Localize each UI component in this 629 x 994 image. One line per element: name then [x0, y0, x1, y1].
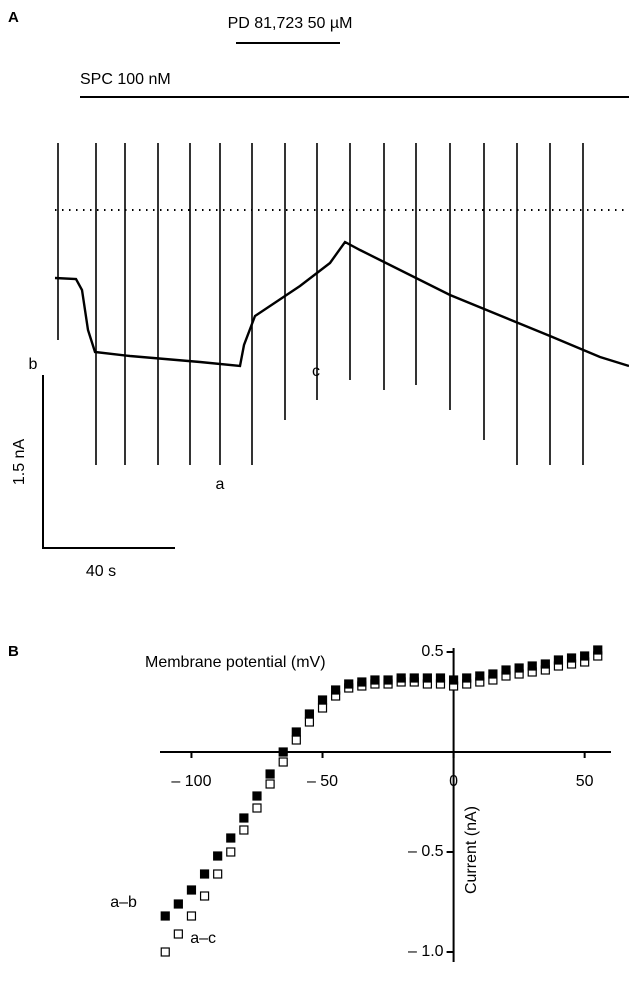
- data-point: [448, 675, 459, 685]
- data-point: [514, 663, 524, 673]
- data-point: [501, 665, 511, 675]
- data-point: [213, 869, 223, 879]
- data-point: [226, 847, 236, 857]
- trace-label: a: [216, 476, 225, 493]
- x-tick-label: – 50: [307, 773, 338, 790]
- data-point: [278, 757, 288, 767]
- data-point: [199, 891, 210, 901]
- data-point: [304, 717, 315, 727]
- data-point: [488, 669, 498, 679]
- data-point: [278, 747, 288, 757]
- data-point: [213, 851, 223, 861]
- x-tick-label: 0: [449, 773, 458, 790]
- data-point: [370, 675, 380, 685]
- data-point: [593, 645, 603, 655]
- data-point: [304, 709, 315, 719]
- data-point: [160, 947, 170, 957]
- data-point: [291, 727, 301, 737]
- y-axis-title: Current (nA): [463, 806, 480, 894]
- trace-label: c: [312, 363, 320, 380]
- data-point: [317, 695, 328, 705]
- data-point: [252, 803, 262, 813]
- panel-label: A: [8, 9, 19, 26]
- data-point: [239, 813, 249, 823]
- data-point: [409, 673, 419, 683]
- data-point: [252, 791, 262, 801]
- data-point: [173, 899, 183, 909]
- y-tick-label: – 1.0: [408, 943, 444, 960]
- data-point: [462, 673, 472, 683]
- data-point: [566, 653, 577, 663]
- legend-label: a–b: [110, 894, 137, 911]
- data-point: [396, 673, 406, 683]
- drug-label: SPC 100 nM: [80, 71, 171, 88]
- data-point: [226, 833, 236, 843]
- scale-bar: [42, 375, 175, 549]
- y-tick-label: 0.5: [421, 643, 443, 660]
- y-tick-label: – 0.5: [408, 843, 444, 860]
- data-point: [540, 659, 550, 669]
- scale-bar-label: 40 s: [86, 563, 116, 580]
- data-point: [344, 679, 354, 689]
- data-point: [265, 769, 275, 779]
- data-point: [186, 911, 197, 921]
- data-point: [435, 673, 446, 683]
- x-tick-label: 50: [576, 773, 594, 790]
- data-point: [291, 735, 301, 745]
- data-point: [160, 911, 170, 921]
- data-point: [422, 673, 432, 683]
- trace-label: b: [29, 356, 38, 373]
- data-point: [199, 869, 210, 879]
- drug-label: PD 81,723 50 µM: [228, 15, 353, 32]
- data-point: [527, 661, 537, 671]
- data-point: [383, 675, 393, 685]
- data-point: [173, 929, 183, 939]
- data-point: [186, 885, 197, 895]
- data-point: [553, 655, 564, 665]
- data-point: [265, 779, 275, 789]
- data-point: [331, 685, 341, 695]
- data-point: [475, 671, 485, 681]
- legend-label: a–c: [190, 930, 216, 947]
- data-point: [317, 703, 328, 713]
- data-point: [239, 825, 249, 835]
- x-axis-title: Membrane potential (mV): [145, 654, 326, 671]
- panel-label: B: [8, 643, 19, 660]
- current-trace: [54, 240, 629, 368]
- scale-bar-label: 1.5 nA: [11, 439, 28, 486]
- data-point: [357, 677, 367, 687]
- voltage-ramps: [57, 143, 584, 465]
- data-point: [580, 651, 590, 661]
- x-tick-label: – 100: [171, 773, 211, 790]
